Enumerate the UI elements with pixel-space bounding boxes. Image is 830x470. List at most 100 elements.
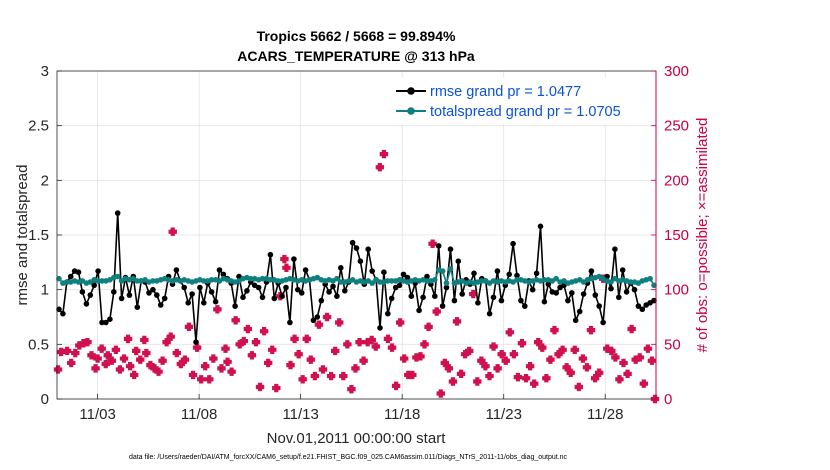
- obs-assimilated-marker: [383, 334, 393, 344]
- obs-assimilated-marker: [67, 358, 76, 368]
- rmse-point: [494, 268, 501, 274]
- totalspread-point: [95, 278, 101, 284]
- rmse-point: [400, 271, 407, 278]
- totalspread-point: [541, 277, 548, 283]
- y-left-tick-label: 2: [41, 172, 49, 189]
- obs-assimilated-marker: [623, 369, 632, 379]
- obs-assimilated-marker: [643, 344, 653, 353]
- obs-assimilated-marker: [574, 382, 584, 392]
- rmse-point: [173, 267, 180, 273]
- obs-assimilated-marker: [387, 343, 397, 352]
- rmse-point: [572, 317, 579, 324]
- obs-assimilated-marker: [123, 334, 133, 344]
- obs-assimilated-marker: [566, 368, 575, 377]
- rmse-point: [498, 297, 505, 304]
- obs-assimilated-marker: [444, 364, 454, 373]
- obs-assimilated-marker: [546, 355, 555, 364]
- obs-assimilated-marker: [125, 362, 135, 371]
- obs-assimilated-marker: [314, 320, 324, 329]
- obs-assimilated-marker: [310, 371, 320, 381]
- rmse-point: [435, 243, 442, 249]
- rmse-point: [443, 284, 450, 291]
- obs-assimilated-marker: [205, 375, 214, 384]
- rmse-point: [208, 289, 215, 295]
- rmse-point: [612, 246, 618, 252]
- rmse-point: [99, 319, 105, 326]
- obs-assimilated-marker: [196, 375, 206, 384]
- rmse-point: [150, 286, 156, 293]
- obs-assimilated-marker: [343, 340, 352, 349]
- rmse-point: [216, 267, 223, 273]
- y-right-tick-label: 0: [664, 391, 672, 408]
- totalspread-point: [64, 279, 70, 285]
- y-right-tick-label: 100: [664, 282, 689, 299]
- obs-assimilated-marker: [290, 334, 299, 344]
- x-axis-label: Nov.01,2011 00:00:00 start: [267, 430, 447, 447]
- legend-rmse-marker: [407, 87, 415, 95]
- rmse-point: [181, 284, 187, 291]
- obs-assimilated-marker: [268, 345, 277, 354]
- rmse-point: [87, 292, 94, 298]
- totalspread-point: [479, 278, 485, 284]
- rmse-point: [201, 300, 207, 306]
- obs-assimilated-marker: [485, 371, 494, 381]
- rmse-point: [600, 319, 606, 326]
- obs-assimilated-marker: [578, 354, 588, 363]
- obs-assimilated-marker: [529, 379, 539, 388]
- rmse-point: [588, 268, 595, 274]
- obs-assimilated-marker: [611, 353, 620, 362]
- rmse-point: [338, 265, 344, 271]
- obs-assimilated-marker: [469, 289, 478, 299]
- totalspread-point: [259, 275, 266, 282]
- obs-assimilated-marker: [282, 263, 291, 272]
- rmse-point: [232, 303, 238, 309]
- obs-assimilated-marker: [158, 356, 167, 365]
- obs-assimilated-marker: [647, 356, 657, 365]
- rmse-point: [107, 316, 113, 323]
- rmse-point: [553, 290, 559, 296]
- obs-assimilated-marker: [231, 316, 240, 325]
- rmse-point: [420, 294, 426, 301]
- totalspread-point: [647, 275, 653, 282]
- obs-assimilated-marker: [497, 349, 506, 359]
- legend-spread-label: totalspread grand pr = 1.0705: [430, 104, 621, 120]
- rmse-point: [365, 246, 372, 252]
- totalspread-point: [447, 266, 454, 272]
- obs-assimilated-marker: [142, 348, 151, 358]
- obs-assimilated-marker: [607, 346, 616, 356]
- totalspread-point: [388, 278, 395, 284]
- rmse-point: [75, 269, 82, 276]
- obs-assimilated-marker: [71, 348, 80, 358]
- obs-assimilated-marker: [408, 370, 417, 380]
- rmse-point: [459, 291, 466, 297]
- obs-assimilated-marker: [97, 344, 106, 353]
- obs-assimilated-marker: [517, 339, 527, 348]
- rmse-point: [95, 268, 101, 274]
- rmse-point: [369, 268, 376, 274]
- rmse-point: [529, 286, 536, 293]
- rmse-point: [189, 291, 195, 297]
- obs-assimilated-marker: [391, 381, 401, 391]
- obs-assimilated-marker: [489, 342, 498, 351]
- rmse-point: [146, 290, 152, 296]
- obs-assimilated-marker: [62, 346, 72, 356]
- legend-rmse-label: rmse grand pr = 1.0477: [430, 84, 581, 100]
- obs-assimilated-marker: [367, 335, 376, 345]
- rmse-point: [385, 310, 391, 317]
- obs-assimilated-marker: [525, 362, 535, 371]
- obs-assimilated-marker: [318, 365, 328, 374]
- rmse-point: [486, 310, 493, 317]
- rmse-point: [353, 245, 360, 251]
- obs-assimilated-marker: [615, 375, 624, 384]
- y-left-tick-label: 2.5: [28, 118, 49, 135]
- obs-assimilated-marker: [538, 343, 547, 352]
- rmse-point: [212, 298, 219, 305]
- rmse-point: [357, 258, 364, 265]
- obs-assimilated-marker: [221, 344, 230, 353]
- y-axis-left-label: rmse and totalspread: [14, 165, 31, 306]
- obs-assimilated-marker: [91, 364, 100, 373]
- obs-assimilated-marker: [294, 349, 303, 359]
- totalspread-point: [150, 278, 156, 284]
- rmse-point: [404, 274, 411, 281]
- rmse-point: [506, 271, 512, 278]
